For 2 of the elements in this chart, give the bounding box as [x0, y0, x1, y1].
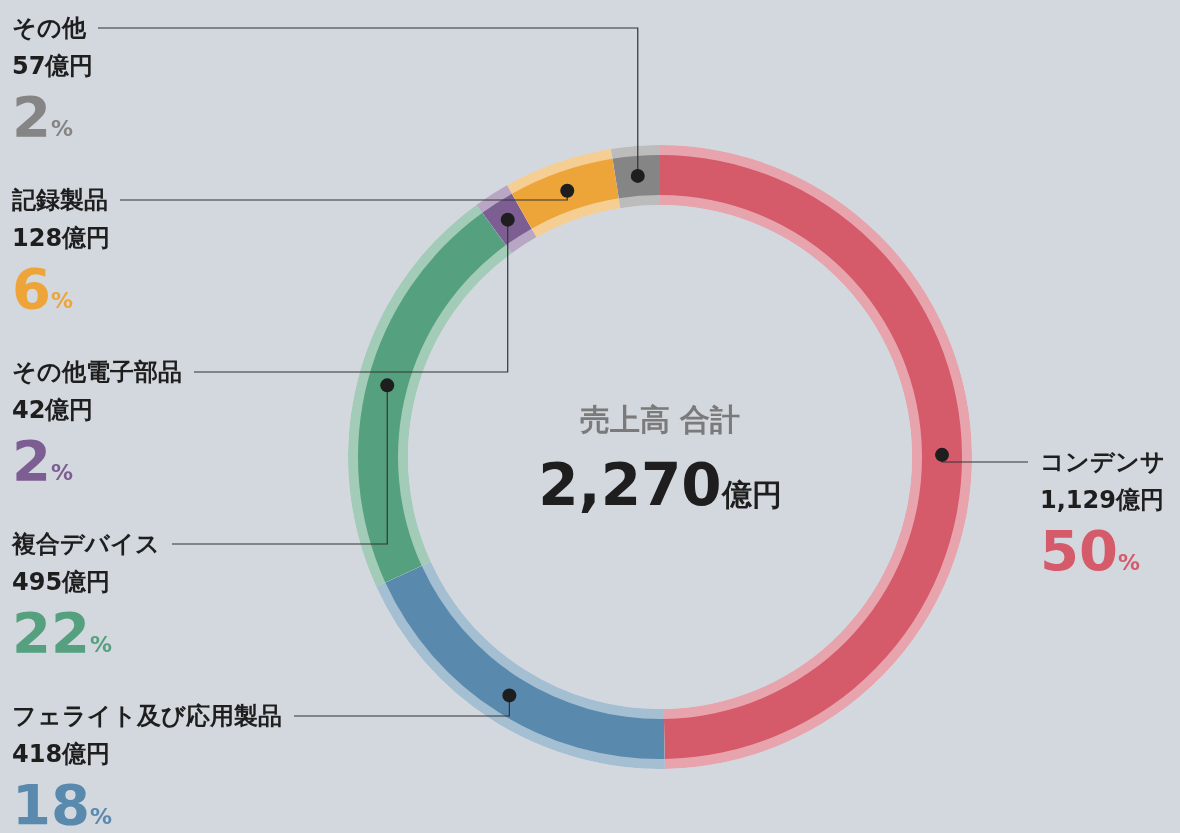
text: 2,270億円 [538, 451, 782, 519]
text: 売上高 合計 [579, 402, 741, 437]
